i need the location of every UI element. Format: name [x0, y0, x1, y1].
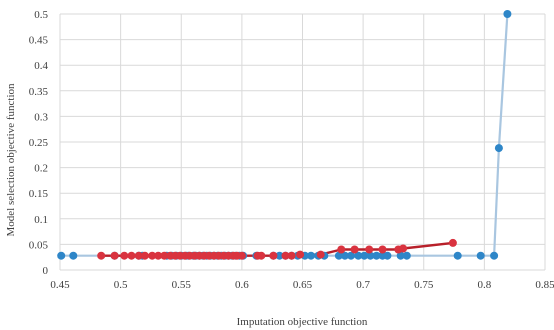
y-tick-label: 0.5 [34, 9, 48, 21]
series-2-point [257, 251, 266, 260]
y-tick-label: 0.25 [29, 137, 49, 149]
series-1-point [275, 251, 284, 260]
series-2-point [127, 251, 136, 260]
x-tick-label: 0.7 [356, 279, 370, 291]
y-tick-label: 0.1 [34, 214, 48, 226]
x-tick-label: 0.6 [235, 279, 249, 291]
y-tick-labels: 0 0.05 0.1 0.15 0.2 0.25 0.3 0.35 0.4 0.45 0.5 [29, 9, 49, 277]
series-1-point [453, 251, 462, 260]
series-2-point [120, 251, 129, 260]
series-2-point [296, 250, 305, 259]
y-axis-title: Model selection objective function [5, 83, 17, 237]
series-2-point [97, 251, 106, 260]
y-tick-label: 0.2 [34, 163, 48, 175]
x-tick-label: 0.8 [478, 279, 492, 291]
y-tick-label: 0.45 [29, 35, 49, 47]
x-tick-label: 0.55 [172, 279, 192, 291]
x-tick-label: 0.5 [114, 279, 128, 291]
x-tick-label: 0.65 [293, 279, 313, 291]
x-axis-title: Imputation objective function [237, 316, 368, 328]
series-1-point [340, 251, 349, 260]
series-lines [61, 13, 509, 257]
series-1-point [347, 251, 355, 260]
series-1-line [61, 13, 509, 257]
y-tick-label: 0.35 [29, 86, 49, 98]
series-1-point [383, 251, 392, 260]
series-2-point [154, 251, 163, 260]
y-tick-label: 0.3 [34, 111, 48, 123]
series-2-point [316, 250, 325, 259]
series-1-point [334, 251, 343, 260]
series-1-point [372, 251, 381, 260]
series-1-point [476, 251, 485, 260]
series-2-point [399, 244, 408, 253]
series-2-point [140, 251, 149, 260]
series-2-point [160, 251, 169, 260]
y-tick-label: 0.15 [29, 188, 49, 200]
series-2-point [134, 251, 143, 260]
series-2-point [281, 251, 290, 260]
series-1-point [354, 251, 363, 260]
series-1-point [503, 10, 512, 18]
series-1-point [69, 251, 78, 260]
y-tick-label: 0.05 [29, 239, 49, 251]
series-2-point [448, 238, 457, 247]
y-tick-label: 0.4 [34, 60, 48, 72]
series-1-point [366, 251, 375, 260]
series-2-point [365, 245, 374, 254]
series-1-point [402, 251, 411, 260]
series-1-point [396, 251, 405, 260]
series-2-point [350, 245, 359, 254]
series-2-point [378, 245, 387, 254]
series-points [57, 10, 512, 260]
x-tick-label: 0.45 [50, 279, 70, 291]
series-1-point [490, 251, 499, 260]
series-2-point [269, 251, 278, 260]
x-tick-label: 0.85 [535, 279, 554, 291]
grid [59, 13, 546, 271]
x-tick-labels: 0.45 0.5 0.55 0.6 0.65 0.7 0.75 0.8 0.85 [50, 279, 554, 291]
y-tick-label: 0 [43, 265, 49, 277]
series-1-point [360, 251, 369, 260]
series-1-point [307, 251, 315, 260]
x-tick-label: 0.75 [414, 279, 434, 291]
series-2-point [110, 251, 119, 260]
series-2-point [337, 245, 346, 254]
series-2-point [237, 251, 246, 260]
series-2-point [287, 251, 296, 260]
series-2-point [148, 251, 157, 260]
series-1-point [57, 251, 66, 260]
series-1-point [494, 144, 503, 153]
